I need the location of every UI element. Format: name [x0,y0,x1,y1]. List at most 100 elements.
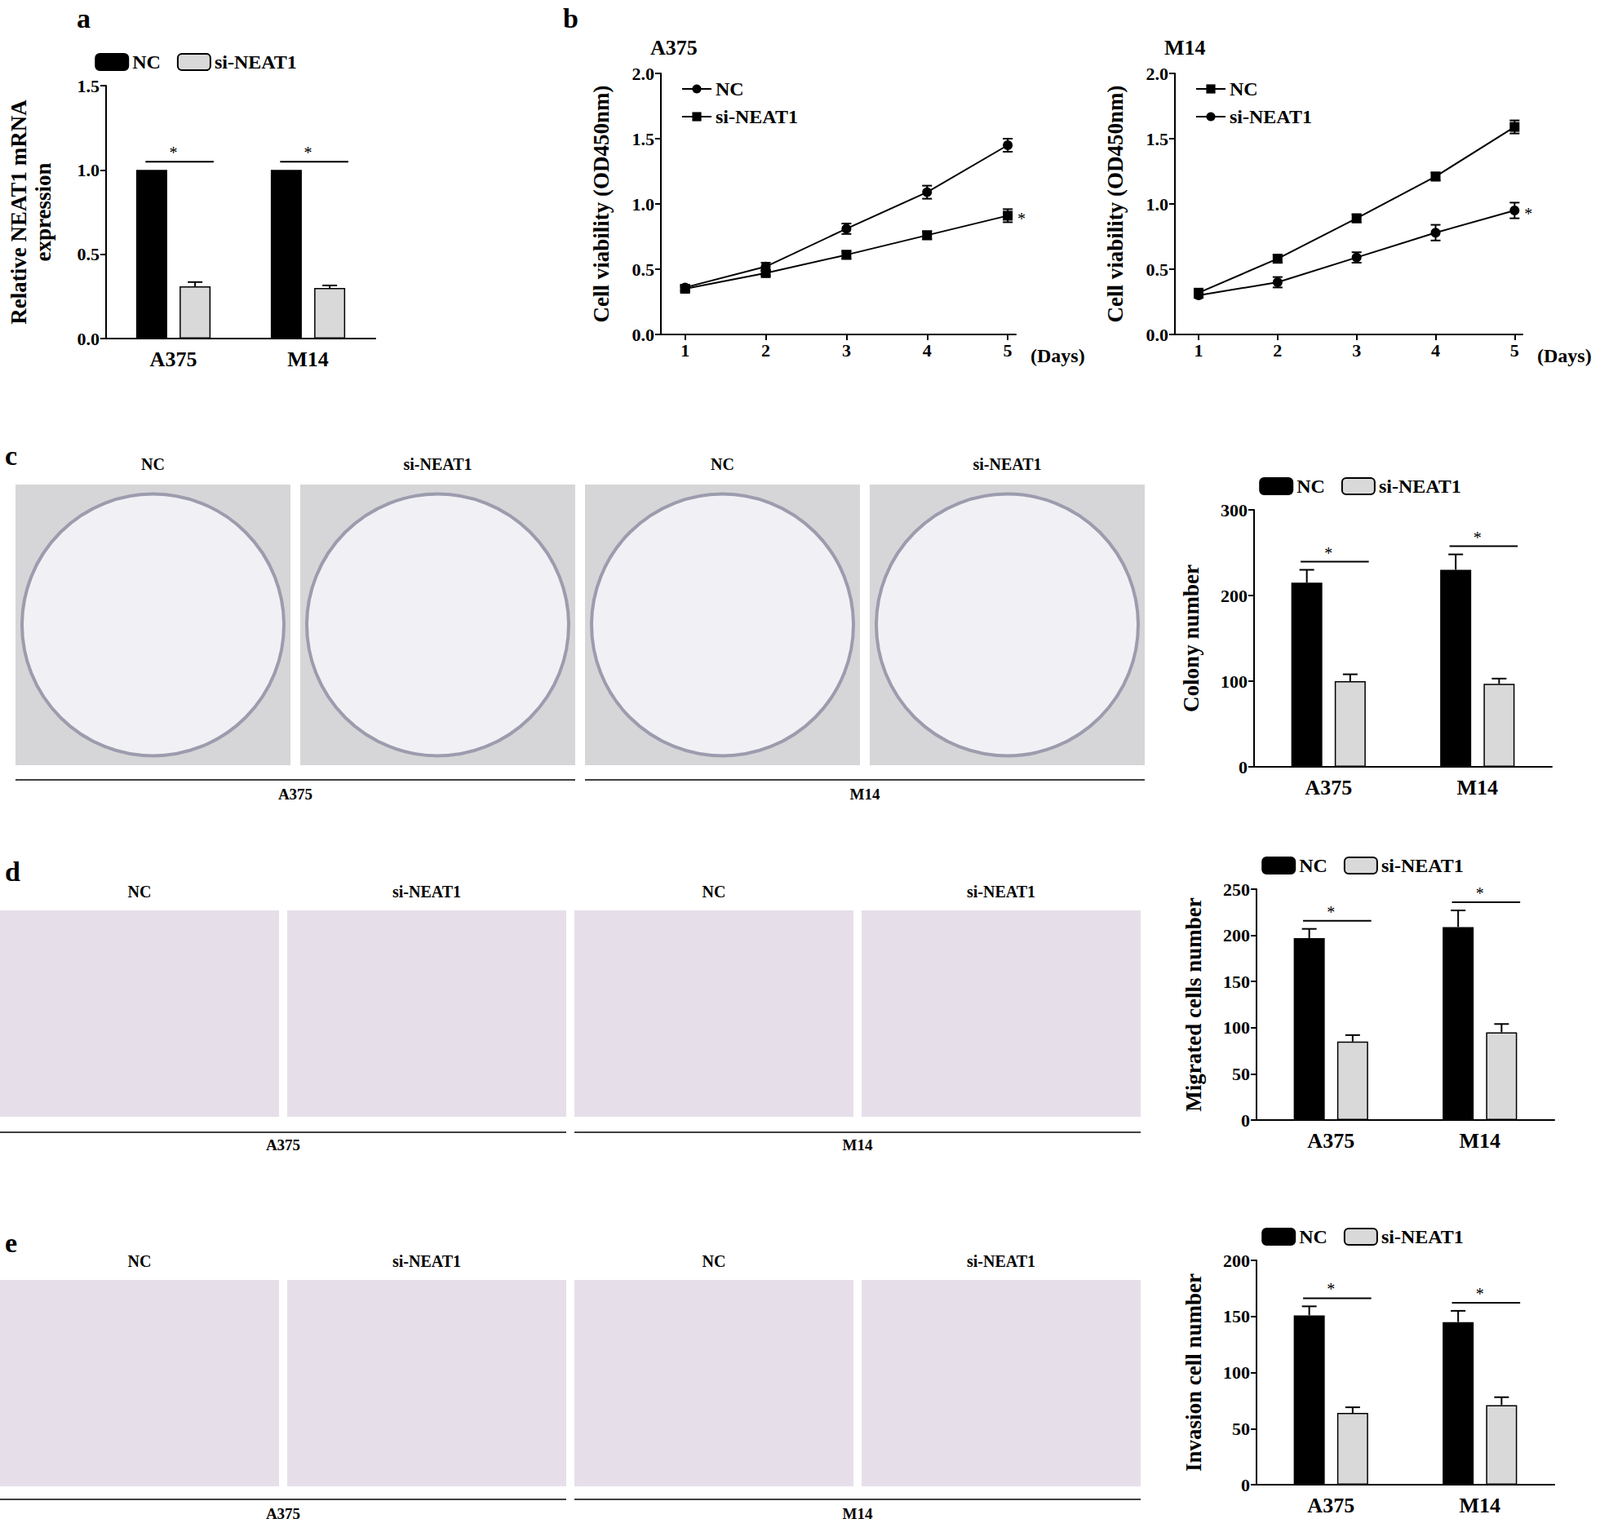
svg-text:*: * [1326,1280,1335,1299]
svg-text:M14: M14 [287,347,329,372]
svg-text:0.0: 0.0 [77,328,101,350]
svg-text:100: 100 [1223,1017,1250,1038]
svg-text:*: * [1524,204,1533,223]
svg-text:5: 5 [1003,340,1013,361]
svg-text:NC: NC [715,78,745,100]
svg-text:expression: expression [31,162,56,262]
svg-text:NC: NC [1296,475,1326,497]
svg-text:si-NEAT1: si-NEAT1 [1381,855,1464,877]
html-text:d: d [4,856,21,887]
svg-text:100: 100 [1223,1362,1250,1383]
svg-text:M14: M14 [850,785,881,803]
svg-text:150: 150 [1223,971,1250,993]
svg-text:*: * [1017,209,1026,228]
svg-text:300: 300 [1220,500,1248,521]
svg-text:(Days): (Days) [1030,345,1086,367]
svg-text:Relative NEAT1 mRNA: Relative NEAT1 mRNA [6,99,32,325]
svg-text:NC: NC [1298,1226,1328,1248]
svg-text:NC: NC [128,1252,152,1271]
svg-text:4: 4 [922,340,932,361]
svg-text:A375: A375 [150,347,198,372]
svg-text:A375: A375 [1307,1129,1355,1153]
svg-text:200: 200 [1223,1250,1250,1272]
svg-text:A375: A375 [650,35,698,60]
svg-text:A375: A375 [1307,1493,1355,1518]
svg-text:M14: M14 [1456,775,1499,800]
svg-text:*: * [169,143,178,162]
svg-text:*: * [1475,1285,1485,1304]
svg-text:50: 50 [1232,1418,1250,1440]
svg-text:1: 1 [680,340,690,361]
svg-text:1.0: 1.0 [1146,194,1170,215]
svg-text:(Days): (Days) [1537,345,1592,367]
svg-text:100: 100 [1220,671,1248,692]
svg-text:si-NEAT1: si-NEAT1 [715,106,798,128]
svg-text:si-NEAT1: si-NEAT1 [392,882,461,901]
svg-text:Colony number: Colony number [1178,564,1204,713]
svg-text:si-NEAT1: si-NEAT1 [392,1252,461,1271]
svg-text:250: 250 [1223,879,1250,900]
svg-text:1.5: 1.5 [1146,128,1170,150]
svg-text:1.5: 1.5 [632,128,656,150]
svg-text:A375: A375 [265,1136,301,1154]
svg-text:*: * [1475,884,1485,903]
svg-text:Cell viability (OD450nm): Cell viability (OD450nm) [1103,85,1128,324]
svg-text:0.0: 0.0 [632,324,656,346]
svg-text:NC: NC [141,455,165,474]
svg-text:0.5: 0.5 [1146,259,1170,280]
svg-text:200: 200 [1220,585,1248,607]
svg-text:A375: A375 [265,1505,301,1523]
svg-text:2.0: 2.0 [632,63,656,85]
svg-text:A375: A375 [278,785,313,803]
svg-text:*: * [1324,544,1333,563]
svg-text:2: 2 [761,340,771,361]
svg-text:NC: NC [132,51,161,73]
svg-text:2: 2 [1272,340,1282,361]
svg-text:3: 3 [842,340,851,361]
svg-text:200: 200 [1223,925,1250,946]
svg-text:M14: M14 [1458,1129,1501,1153]
svg-text:A375: A375 [1304,775,1352,800]
svg-text:NC: NC [702,1252,727,1271]
svg-text:si-NEAT1: si-NEAT1 [1229,106,1312,128]
svg-text:si-NEAT1: si-NEAT1 [1378,475,1462,497]
svg-text:NC: NC [702,882,727,901]
svg-text:si-NEAT1: si-NEAT1 [972,455,1042,474]
svg-text:NC: NC [128,882,152,901]
svg-text:2.0: 2.0 [1146,63,1170,85]
svg-text:0.5: 0.5 [77,243,101,265]
svg-text:Invasion cell number: Invasion cell number [1181,1273,1206,1472]
svg-text:5: 5 [1510,340,1520,361]
svg-text:M14: M14 [1458,1493,1501,1518]
svg-text:si-NEAT1: si-NEAT1 [966,1252,1036,1271]
svg-text:Migrated cells number: Migrated cells number [1181,897,1206,1112]
svg-text:1: 1 [1194,340,1204,361]
svg-text:50: 50 [1232,1063,1250,1085]
svg-text:*: * [304,143,313,162]
svg-text:si-NEAT1: si-NEAT1 [403,455,472,474]
svg-text:150: 150 [1223,1306,1250,1327]
svg-text:M14: M14 [842,1136,874,1154]
svg-text:0.0: 0.0 [1146,324,1170,346]
svg-text:3: 3 [1351,340,1361,361]
svg-text:0: 0 [1240,1475,1250,1496]
svg-text:si-NEAT1: si-NEAT1 [214,51,297,73]
svg-text:0: 0 [1238,757,1248,778]
svg-text:0.5: 0.5 [632,259,656,280]
svg-text:M14: M14 [842,1505,874,1523]
html-text:b: b [562,3,579,34]
svg-text:NC: NC [1229,78,1259,100]
svg-text:Cell viability (OD450nm): Cell viability (OD450nm) [589,85,614,324]
svg-text:*: * [1473,528,1482,547]
svg-text:M14: M14 [1164,35,1206,60]
svg-text:*: * [1326,903,1335,922]
svg-text:NC: NC [1298,855,1328,877]
svg-text:0: 0 [1240,1110,1250,1131]
svg-text:NC: NC [710,455,735,474]
svg-text:1.0: 1.0 [632,194,656,215]
svg-text:1.5: 1.5 [77,75,101,97]
svg-text:si-NEAT1: si-NEAT1 [1381,1226,1464,1248]
svg-text:si-NEAT1: si-NEAT1 [966,882,1036,901]
svg-text:4: 4 [1431,340,1441,361]
svg-text:1.0: 1.0 [77,159,101,181]
